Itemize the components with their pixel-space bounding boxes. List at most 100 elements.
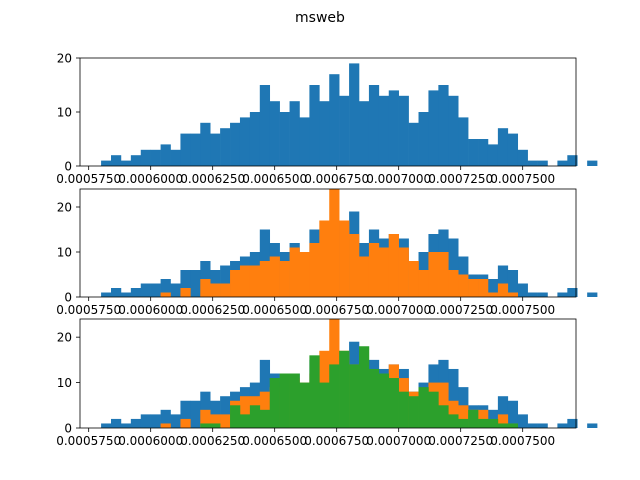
histogram-bar bbox=[130, 418, 142, 428]
histogram-bar bbox=[487, 144, 499, 166]
histogram-bar bbox=[487, 409, 499, 428]
x-tick-label: 0.0007500 bbox=[490, 172, 555, 186]
x-tick-label: 0.0006500 bbox=[242, 172, 307, 186]
histogram-bar bbox=[359, 256, 370, 297]
histogram-bar bbox=[527, 423, 538, 428]
histogram-bar bbox=[458, 274, 469, 297]
histogram-bar bbox=[329, 189, 340, 297]
x-tick-label: 0.0006000 bbox=[118, 172, 183, 186]
histogram-bar bbox=[239, 265, 251, 297]
x-tick-label: 0.0005750 bbox=[56, 434, 121, 448]
histogram-bar bbox=[368, 85, 380, 166]
histogram-bar bbox=[210, 133, 221, 166]
histogram-bar bbox=[101, 292, 112, 297]
histogram-bar bbox=[309, 85, 320, 166]
histogram-bar bbox=[249, 265, 261, 297]
histogram-bar bbox=[557, 160, 568, 166]
x-tick-label: 0.0006750 bbox=[304, 434, 369, 448]
y-tick-label: 20 bbox=[57, 52, 72, 66]
histogram-bar bbox=[507, 423, 519, 428]
histogram-bar bbox=[259, 409, 271, 428]
histogram-bar bbox=[468, 409, 479, 428]
histogram-bar bbox=[239, 117, 251, 166]
histogram-bar bbox=[567, 418, 578, 428]
x-tick-label: 0.0007250 bbox=[428, 172, 493, 186]
histogram-bar bbox=[279, 261, 290, 297]
x-tick-label: 0.0006500 bbox=[242, 303, 307, 317]
histogram-bar bbox=[329, 364, 340, 428]
histogram-bar bbox=[140, 414, 151, 429]
histogram-bar bbox=[319, 382, 330, 428]
histogram-bar bbox=[517, 414, 528, 429]
histogram-bar bbox=[398, 391, 409, 428]
histogram-bar bbox=[111, 155, 122, 166]
histogram-bar bbox=[478, 139, 489, 166]
series-3 bbox=[200, 346, 519, 429]
histogram-bar bbox=[230, 122, 241, 166]
histogram-bar bbox=[190, 400, 201, 428]
histogram-bar bbox=[180, 288, 191, 297]
histogram-bar bbox=[478, 279, 489, 297]
histogram-bar bbox=[239, 414, 251, 429]
histogram-bar bbox=[111, 418, 122, 428]
axes-frame bbox=[79, 318, 577, 429]
histogram-bar bbox=[388, 378, 399, 428]
histogram-bar bbox=[160, 292, 171, 297]
histogram-bar bbox=[299, 382, 310, 428]
y-tick-label: 0 bbox=[64, 160, 72, 174]
histogram-bar bbox=[438, 405, 449, 428]
histogram-bar bbox=[150, 414, 161, 429]
histogram-bar bbox=[339, 350, 350, 428]
histogram-bar bbox=[368, 368, 380, 428]
histogram-bar bbox=[289, 101, 300, 166]
histogram-bar bbox=[537, 292, 548, 297]
histogram-bar bbox=[448, 368, 459, 428]
histogram-bar bbox=[349, 234, 360, 297]
x-tick-label: 0.0007250 bbox=[428, 434, 493, 448]
y-tick-label: 0 bbox=[64, 422, 72, 436]
x-tick-label: 0.0006000 bbox=[118, 434, 183, 448]
histogram-bar bbox=[220, 396, 231, 428]
histogram-bar bbox=[269, 101, 280, 166]
figure-title: msweb bbox=[295, 10, 345, 26]
series-2 bbox=[160, 189, 519, 297]
histogram-bar bbox=[289, 373, 300, 428]
histogram-bar bbox=[101, 160, 112, 166]
histogram-bar bbox=[448, 270, 459, 297]
x-tick-label: 0.0007500 bbox=[490, 303, 555, 317]
histogram-bar bbox=[329, 74, 340, 166]
histogram-bar bbox=[230, 405, 241, 428]
histogram-bar bbox=[170, 149, 181, 166]
histogram-bar bbox=[567, 288, 578, 297]
histogram-bar bbox=[190, 133, 201, 166]
histogram-bar bbox=[200, 122, 211, 166]
histogram-bar bbox=[428, 391, 439, 428]
histogram-bar bbox=[309, 355, 320, 428]
histogram-bar bbox=[378, 95, 390, 166]
histogram-bar bbox=[368, 243, 380, 297]
histogram-bar bbox=[140, 283, 151, 297]
subplot-3: 0.00057500.00060000.00062500.00065000.00… bbox=[56, 318, 598, 448]
histogram-bar bbox=[587, 292, 598, 297]
histogram-bar bbox=[398, 95, 409, 166]
histogram-bar bbox=[289, 247, 300, 297]
histogram-bar bbox=[468, 279, 479, 297]
x-tick-label: 0.0006250 bbox=[180, 434, 245, 448]
histogram-bar bbox=[259, 261, 271, 297]
histogram-bar bbox=[517, 283, 528, 297]
histogram-bar bbox=[438, 382, 449, 428]
histogram-bar bbox=[458, 117, 469, 166]
histogram-bar bbox=[418, 112, 429, 166]
histogram-bar bbox=[339, 95, 350, 166]
histogram-bar bbox=[517, 149, 528, 166]
histogram-bar bbox=[497, 396, 509, 428]
x-tick-label: 0.0006000 bbox=[118, 303, 183, 317]
histogram-bar bbox=[408, 396, 419, 428]
histogram-bar bbox=[299, 252, 310, 297]
histogram-bar bbox=[468, 139, 479, 166]
histogram-bar bbox=[448, 238, 459, 297]
histogram-bar bbox=[408, 261, 419, 297]
histogram-bar bbox=[587, 160, 598, 166]
histogram-bar bbox=[388, 90, 399, 166]
histogram-bar bbox=[150, 149, 161, 166]
